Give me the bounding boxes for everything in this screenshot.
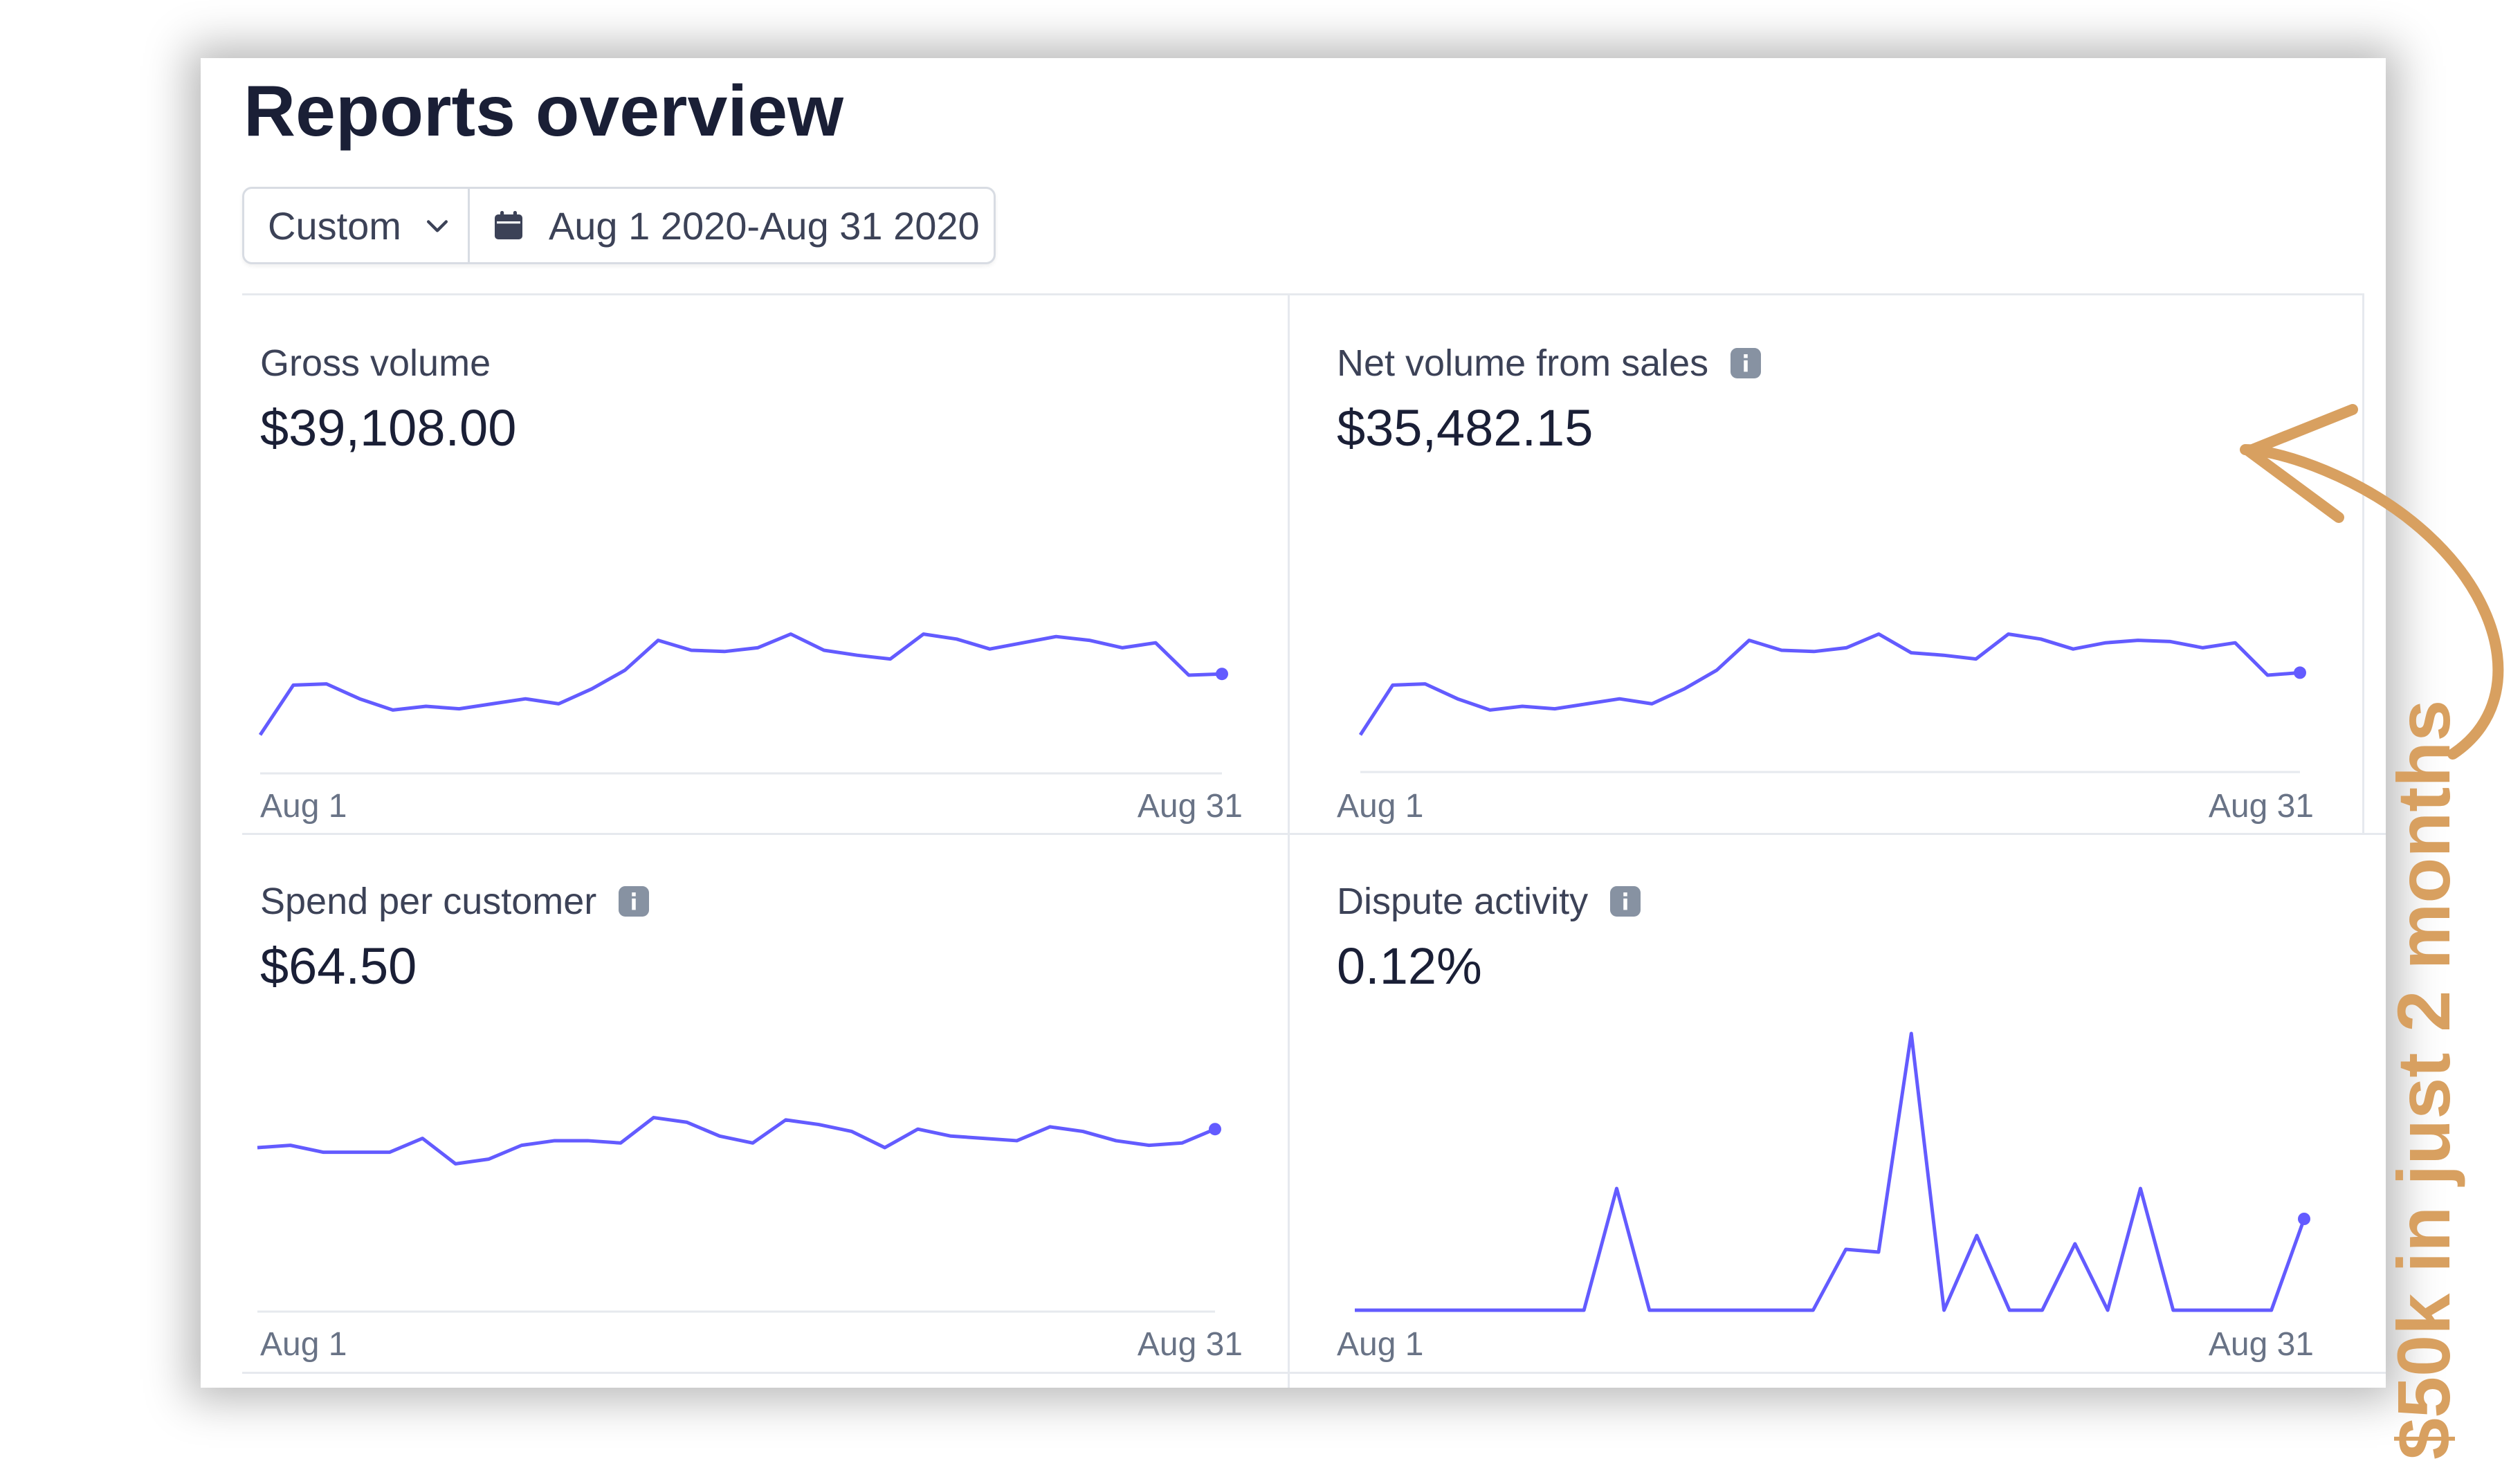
metric-label-text: Net volume from sales [1337, 342, 1709, 384]
series-line [258, 632, 1223, 736]
grid-divider-right [2362, 293, 2364, 833]
metric-label: Gross volume [260, 342, 491, 385]
series-line [1355, 1031, 2306, 1312]
series-end-point [1216, 668, 1228, 681]
calendar-icon [494, 211, 522, 239]
range-label: Custom [268, 203, 401, 248]
date-range-label: Aug 1 2020-Aug 31 2020 [548, 203, 980, 248]
x-axis-end-label: Aug 31 [1137, 788, 1243, 825]
grid-divider-bottom [242, 1372, 2386, 1374]
metric-label-text: Spend per customer [260, 881, 597, 922]
chevron-down-icon [426, 220, 448, 232]
x-axis-start-label: Aug 1 [260, 788, 347, 825]
info-icon[interactable] [619, 886, 650, 917]
metric-value: $35,482.15 [1337, 399, 1594, 457]
metric-spend-per-customer[interactable]: Spend per customer $64.50 Aug 1 Aug 31 [257, 880, 1243, 1363]
series-end-point [1209, 1123, 1221, 1136]
grid-divider-vertical [1288, 293, 1290, 1388]
metric-net-volume[interactable]: Net volume from sales $35,482.15 Aug 1 A… [1337, 342, 2319, 825]
series-line [257, 1116, 1216, 1166]
x-axis-start-label: Aug 1 [260, 1326, 347, 1363]
sparkline-chart [257, 1116, 1221, 1313]
sparkline-chart [1358, 632, 2306, 773]
sparkline-chart [258, 632, 1228, 775]
metric-value: $64.50 [260, 937, 417, 995]
x-axis-start-label: Aug 1 [1337, 1326, 1424, 1363]
info-icon[interactable] [1610, 886, 1641, 917]
x-axis-end-label: Aug 31 [1137, 1326, 1243, 1363]
metric-gross-volume[interactable]: Gross volume $39,108.00 Aug 1 Aug 31 [258, 342, 1243, 825]
series-line [1358, 632, 2301, 736]
metric-label: Spend per customer [260, 880, 650, 923]
date-filter-bar: Custom Aug 1 2020-Aug 31 2020 [242, 187, 996, 264]
date-range-picker[interactable]: Aug 1 2020-Aug 31 2020 [470, 189, 994, 262]
metric-label-text: Dispute activity [1337, 881, 1589, 922]
series-end-point [2294, 666, 2306, 679]
x-axis-end-label: Aug 31 [2208, 788, 2314, 825]
x-axis-start-label: Aug 1 [1337, 788, 1424, 825]
annotation-text: $50k in just 2 months [2382, 699, 2465, 1460]
sparkline-chart [1355, 1031, 2310, 1312]
metric-value: $39,108.00 [260, 399, 517, 457]
metric-value: 0.12% [1337, 937, 1482, 995]
x-axis-end-label: Aug 31 [2208, 1326, 2314, 1363]
info-icon[interactable] [1731, 348, 1762, 378]
grid-divider-top [242, 293, 2362, 295]
reports-overview-card: Reports overview Custom Aug 1 2020-Aug 3… [201, 58, 2386, 1388]
page-title: Reports overview [244, 71, 843, 151]
range-dropdown[interactable]: Custom [244, 189, 470, 262]
metric-label-text: Gross volume [260, 342, 491, 384]
grid-divider-middle [242, 833, 2386, 835]
metric-dispute-activity[interactable]: Dispute activity 0.12% Aug 1 Aug 31 [1337, 880, 2319, 1363]
series-end-point [2298, 1213, 2310, 1225]
metric-label: Net volume from sales [1337, 342, 1762, 385]
metric-label: Dispute activity [1337, 880, 1641, 923]
